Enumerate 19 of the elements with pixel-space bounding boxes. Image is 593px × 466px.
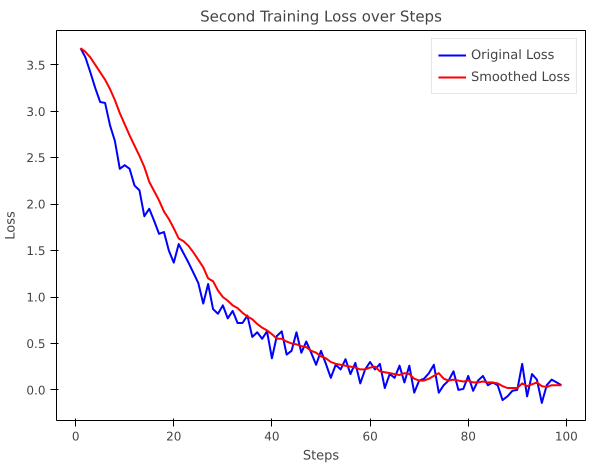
y-tick-label: 2.5 [26, 151, 46, 166]
legend-label: Smoothed Loss [470, 70, 570, 84]
x-tick-label: 100 [554, 430, 578, 444]
x-tick-label: 60 [362, 430, 378, 444]
y-tick-label: 1.0 [26, 290, 46, 304]
y-tick-label: 3.5 [26, 58, 46, 72]
y-tick-label: 3.0 [26, 104, 46, 119]
chart-title: Second Training Loss over Steps [200, 8, 442, 26]
x-tick-label: 80 [460, 430, 476, 444]
x-tick-label: 40 [264, 430, 280, 444]
y-tick-label: 1.5 [26, 244, 46, 258]
x-tick-label: 20 [166, 430, 182, 444]
x-axis-title: Steps [302, 448, 340, 464]
legend-label: Original Loss [470, 48, 554, 62]
y-axis-title: Loss [3, 211, 18, 240]
y-tick-label: 0.0 [26, 383, 46, 398]
y-tick-label: 0.5 [26, 336, 46, 351]
y-tick-label: 2.0 [26, 198, 46, 212]
x-tick-label: 0 [72, 430, 80, 444]
